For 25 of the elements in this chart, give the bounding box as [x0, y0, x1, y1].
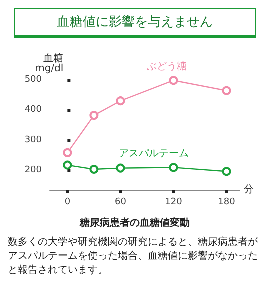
point	[116, 96, 126, 106]
y-tick-label: 400	[24, 105, 42, 116]
y-tick-label: 300	[24, 135, 42, 146]
point	[90, 111, 99, 120]
x-tick-label: 60	[114, 198, 127, 208]
y-axis-title: 血糖 mg/dl	[35, 52, 64, 74]
y-tick-label: 200	[24, 165, 42, 176]
text: 数多くの大学や研究機関の研究によると、糖尿病患者がアスパルテームを使った場合、血糖値に影響がなかったと報告されています。	[8, 236, 259, 278]
series-label: アスパルテーム	[119, 148, 190, 160]
y-tick-label: 500	[24, 75, 42, 85]
point	[169, 163, 178, 172]
point	[222, 167, 232, 176]
point	[63, 160, 72, 170]
x-tick-label: 120	[165, 198, 183, 208]
x-axis-title: 分	[244, 184, 254, 196]
point	[116, 164, 126, 173]
point	[90, 165, 99, 174]
chart-title: 血糖値に影響を与えません	[14, 8, 256, 38]
text: 糖尿病患者の血糖値変動	[78, 216, 191, 230]
point	[63, 148, 72, 158]
x-tick-label: 180	[218, 198, 236, 208]
x-tick-label: 0	[64, 198, 71, 208]
point	[222, 86, 232, 96]
series-label: ぶどう糖	[147, 60, 188, 73]
point	[169, 76, 178, 86]
